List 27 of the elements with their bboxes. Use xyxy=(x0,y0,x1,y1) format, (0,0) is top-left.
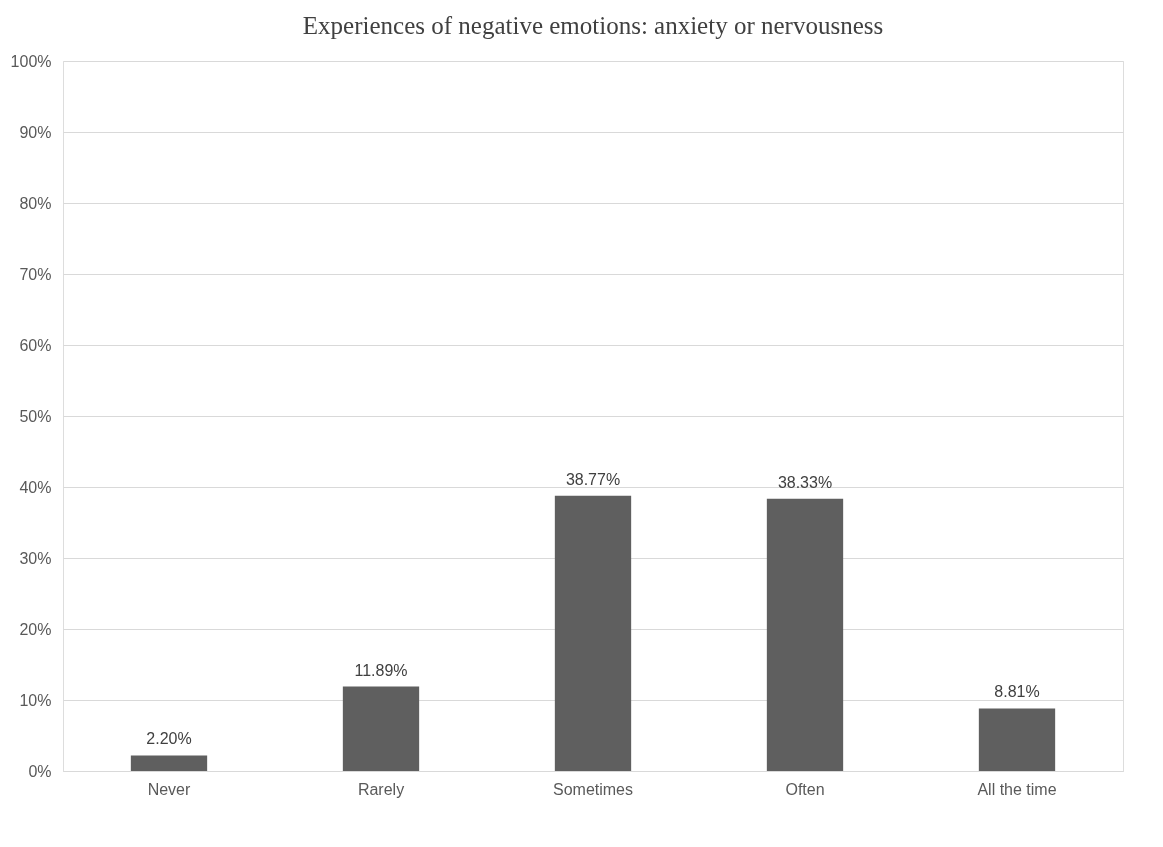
x-tick-label: Never xyxy=(147,780,192,798)
y-tick-label: 80% xyxy=(19,194,52,212)
bar xyxy=(978,708,1056,771)
y-tick-label: 50% xyxy=(19,407,52,425)
y-tick-label: 20% xyxy=(19,620,52,638)
y-tick-label: 60% xyxy=(19,336,52,354)
y-tick-label: 40% xyxy=(19,478,52,496)
x-tick-label: All the time xyxy=(977,780,1057,798)
bar xyxy=(342,686,420,771)
bar xyxy=(130,755,208,771)
y-tick-label: 70% xyxy=(19,265,52,283)
data-label: 11.89% xyxy=(354,661,408,679)
y-tick-label: 90% xyxy=(19,123,52,141)
data-label: 2.20% xyxy=(146,730,192,748)
x-tick-label: Sometimes xyxy=(552,780,634,798)
data-label: 8.81% xyxy=(994,683,1040,701)
bar xyxy=(554,495,632,771)
y-tick-label: 30% xyxy=(19,549,52,567)
chart-title: Experiences of negative emotions: anxiety or nervousness xyxy=(302,12,884,39)
data-label: 38.77% xyxy=(565,470,621,488)
y-tick-label: 100% xyxy=(10,52,52,70)
y-tick-label: 10% xyxy=(19,691,52,709)
y-tick-label: 0% xyxy=(28,762,52,780)
data-label: 38.33% xyxy=(777,473,833,491)
x-tick-label: Often xyxy=(785,780,825,798)
bar xyxy=(766,498,844,771)
x-tick-label: Rarely xyxy=(357,780,405,798)
